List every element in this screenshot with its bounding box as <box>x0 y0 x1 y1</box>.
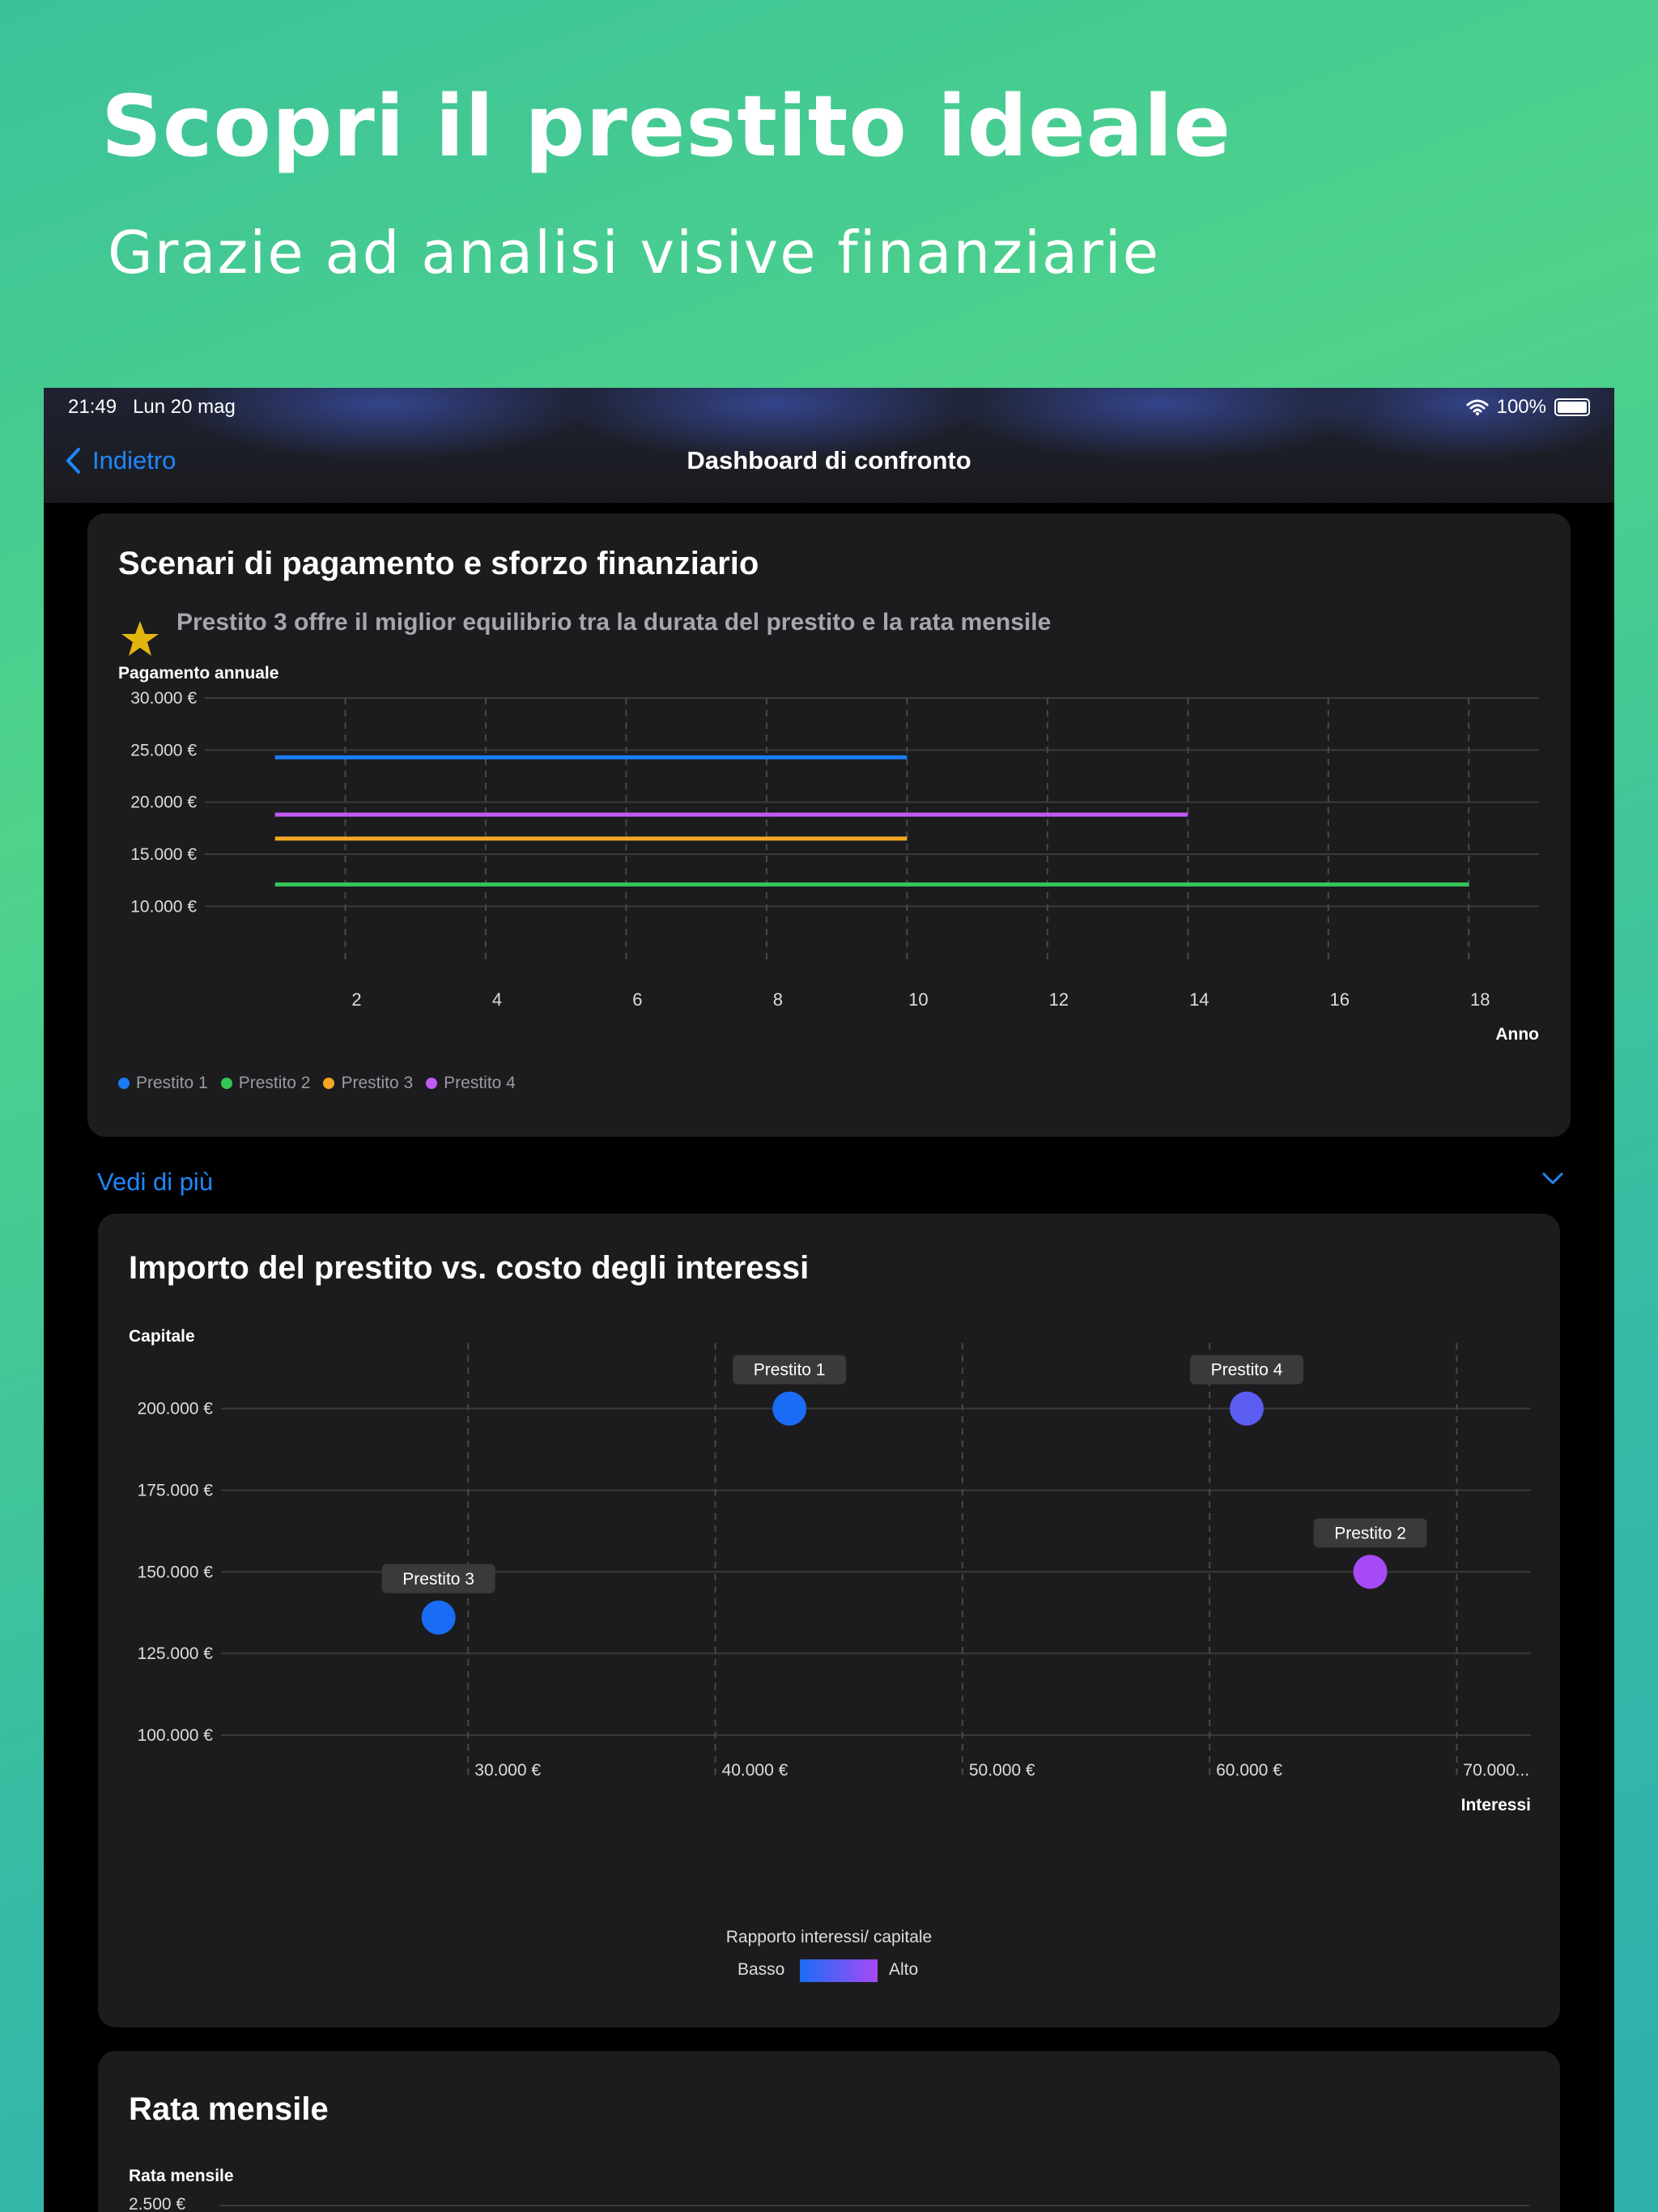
wifi-icon <box>1466 399 1489 415</box>
x-tick-label: 14 <box>1189 989 1209 1010</box>
device-screen: 21:49 Lun 20 mag 100% Indietro Dashboard… <box>44 388 1614 2212</box>
promo-subline: Grazie ad analisi visive finanziarie <box>108 219 1160 287</box>
chevron-down-icon[interactable] <box>1541 1172 1564 1186</box>
point-label: Prestito 4 <box>1211 1361 1283 1380</box>
status-time: 21:49 Lun 20 mag <box>68 396 236 418</box>
y-axis-title: Capitale <box>129 1327 195 1346</box>
point-label-bg <box>1313 1518 1427 1548</box>
x-tick-label: 18 <box>1470 989 1490 1010</box>
y-tick-label: 10.000 € <box>130 897 197 916</box>
nav-title: Dashboard di confronto <box>687 446 971 474</box>
legend-item: Prestito 2 <box>220 1074 311 1093</box>
x-axis-title: Anno <box>1495 1025 1539 1044</box>
data-point <box>1229 1391 1264 1426</box>
y-tick-label: 150.000 € <box>138 1563 214 1581</box>
legend-item: Prestito 3 <box>323 1074 413 1093</box>
color-scale-low: Basso <box>738 1960 785 1979</box>
monthly-installment-card: Rata mensile Rata mensile 2.500 € <box>98 2051 1560 2212</box>
y-tick-label: 15.000 € <box>130 845 197 864</box>
chart-legend: Prestito 1 Prestito 2 Prestito 3 Prestito 4 <box>118 1074 516 1093</box>
card-title: Rata mensile <box>129 2091 329 2127</box>
y-tick-label: 2.500 € <box>129 2195 186 2212</box>
x-tick-label: 40.000 € <box>722 1761 789 1780</box>
annual-payment-chart: 10.000 € 15.000 € 20.000 € 25.000 € 30.000 €… <box>130 689 1539 1044</box>
legend-label: Prestito 2 <box>238 1074 311 1092</box>
point-label: Prestito 3 <box>402 1570 474 1589</box>
chevron-left-icon <box>66 448 80 474</box>
legend-item: Prestito 4 <box>426 1074 516 1093</box>
y-tick-label: 30.000 € <box>130 689 197 708</box>
legend-label: Prestito 3 <box>341 1074 414 1092</box>
y-tick-label: 125.000 € <box>138 1644 214 1663</box>
card-title: Importo del prestito vs. costo degli int… <box>129 1250 810 1286</box>
color-scale-title: Rapporto interessi/ capitale <box>725 1928 933 1946</box>
x-tick-label: 2 <box>351 989 361 1010</box>
legend-item: Prestito 1 <box>118 1074 208 1093</box>
x-tick-label: 60.000 € <box>1216 1761 1282 1780</box>
top-bar: 21:49 Lun 20 mag 100% Indietro Dashboard… <box>44 388 1614 503</box>
back-button[interactable]: Indietro <box>65 446 176 475</box>
data-point <box>421 1600 456 1635</box>
color-scale-high: Alto <box>889 1960 919 1979</box>
x-tick-label: 10 <box>908 989 928 1010</box>
y-tick-label: 25.000 € <box>130 741 197 759</box>
x-tick-label: 6 <box>632 989 642 1010</box>
battery-icon <box>1554 398 1590 416</box>
card-title: Scenari di pagamento e sforzo finanziari… <box>118 546 759 581</box>
legend-dot <box>220 1078 232 1089</box>
battery-percent: 100% <box>1496 396 1546 418</box>
point-label-bg <box>1189 1355 1303 1385</box>
x-tick-label: 8 <box>773 989 783 1010</box>
loan-vs-interest-card: Importo del prestito vs. costo degli int… <box>98 1214 1560 2027</box>
legend-dot <box>323 1078 335 1089</box>
color-scale-bar <box>800 1959 878 1982</box>
y-tick-label: 100.000 € <box>138 1726 214 1745</box>
x-tick-label: 30.000 € <box>474 1761 541 1780</box>
see-more-link[interactable]: Vedi di più <box>97 1168 214 1196</box>
y-tick-label: 200.000 € <box>138 1400 214 1419</box>
x-tick-label: 4 <box>492 989 502 1010</box>
y-tick-label: 20.000 € <box>130 793 197 812</box>
point-label: Prestito 2 <box>1334 1524 1406 1542</box>
legend-label: Prestito 4 <box>444 1074 516 1092</box>
payment-scenarios-card: Scenari di pagamento e sforzo finanziari… <box>87 513 1571 1137</box>
status-indicators: 100% <box>1466 396 1590 419</box>
x-tick-label: 50.000 € <box>969 1761 1035 1780</box>
point-label: Prestito 1 <box>754 1361 826 1380</box>
x-tick-label: 70.000... <box>1463 1761 1529 1780</box>
point-label-bg <box>733 1355 847 1385</box>
data-point <box>772 1391 807 1426</box>
promo-headline: Scopri il prestito ideale <box>101 77 1231 176</box>
y-tick-label: 175.000 € <box>138 1482 214 1500</box>
x-axis-title: Interessi <box>1461 1796 1531 1814</box>
legend-dot <box>426 1078 438 1089</box>
legend-dot <box>118 1078 130 1089</box>
point-label-bg <box>381 1563 495 1593</box>
x-tick-label: 16 <box>1330 989 1350 1010</box>
gridline <box>219 2205 1529 2206</box>
y-axis-title: Pagamento annuale <box>118 664 279 683</box>
data-point <box>1353 1555 1388 1589</box>
x-tick-label: 12 <box>1049 989 1069 1010</box>
y-axis-title: Rata mensile <box>129 2167 234 2185</box>
interest-scatter-chart: 100.000 € 125.000 € 150.000 € 175.000 € 200.… <box>138 1343 1531 1814</box>
legend-label: Prestito 1 <box>136 1074 208 1092</box>
insight-text: Prestito 3 offre il miglior equilibrio t… <box>176 609 1052 636</box>
star-icon <box>121 621 159 656</box>
back-button-label: Indietro <box>92 446 176 474</box>
